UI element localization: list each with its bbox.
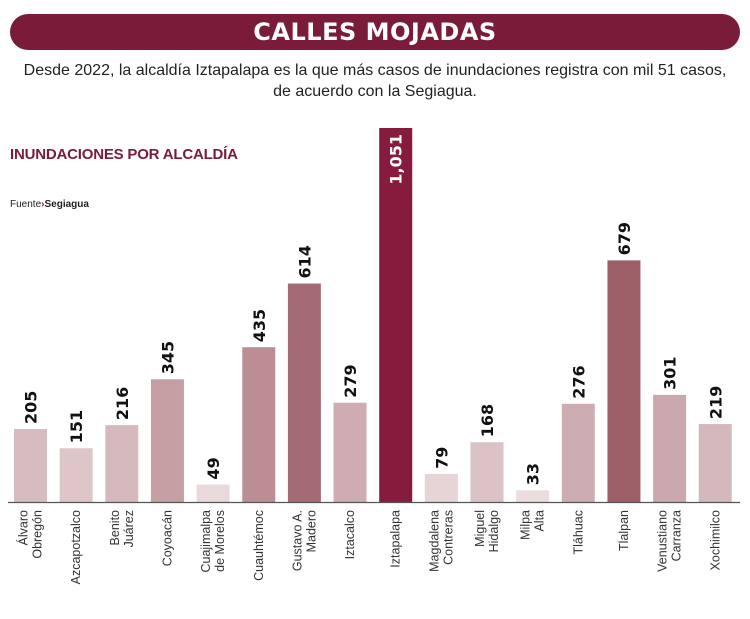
bar: [105, 425, 139, 502]
data-label: 49: [204, 457, 223, 479]
category-label: Cuauhtémoc: [252, 510, 266, 581]
data-label: 301: [661, 356, 680, 389]
bar: [516, 490, 550, 502]
category-label: Tlalpan: [617, 510, 631, 551]
bar: [242, 347, 276, 502]
bar: [607, 260, 641, 502]
chart-title: INUNDACIONES POR ALCALDÍA: [10, 146, 238, 163]
category-label: BenitoJuárez: [108, 510, 136, 548]
category-label: MilpaAlta: [519, 510, 547, 540]
bar: [150, 379, 184, 502]
category-label: Iztapalapa: [389, 510, 403, 568]
data-label: 345: [158, 341, 177, 374]
data-label: 1,051: [387, 134, 406, 185]
arrow-icon: ›: [41, 199, 45, 210]
category-label: Cuajimalpade Morelos: [199, 510, 227, 573]
data-label: 614: [295, 245, 314, 278]
bar: [14, 429, 47, 502]
data-label: 33: [524, 463, 543, 485]
data-label: 151: [67, 410, 86, 443]
bar: [424, 473, 458, 502]
data-label: 219: [706, 386, 725, 419]
category-label: Xochimilco: [708, 510, 722, 570]
bar: [470, 442, 504, 502]
data-label: 168: [478, 404, 497, 437]
category-label: Iztacalco: [343, 510, 357, 559]
bar: [333, 402, 367, 502]
data-label: 279: [341, 364, 360, 397]
data-label: 679: [615, 222, 634, 255]
data-label: 216: [113, 387, 132, 420]
category-label: Tláhuac: [571, 510, 585, 554]
banner-title: CALLES MOJADAS: [10, 14, 740, 50]
data-label: 205: [22, 391, 41, 424]
category-label: ÁlvaroObregón: [16, 510, 45, 559]
category-label: MiguelHidalgo: [473, 510, 501, 552]
source-label: Fuente: [10, 199, 42, 210]
subtitle: Desde 2022, la alcaldía Iztapalapa es la…: [23, 62, 727, 100]
category-label: Gustavo A.Madero: [290, 510, 318, 571]
category-label: VenustianoCarranza: [656, 510, 684, 572]
bar: [653, 394, 687, 502]
bar: [379, 128, 413, 502]
category-label: Azcapotzalco: [69, 510, 83, 584]
bar: [287, 283, 321, 502]
data-label: 435: [250, 309, 269, 342]
bar: [698, 424, 732, 502]
source-name: Segiagua: [44, 199, 89, 210]
bar: [561, 403, 595, 502]
bar: [196, 484, 230, 502]
category-label: Coyoacán: [160, 510, 174, 566]
category-label: MagdalenaContreras: [427, 510, 455, 572]
data-label: 276: [569, 365, 588, 398]
bar: [59, 448, 93, 502]
data-label: 79: [432, 447, 451, 469]
source-note: Fuente›Segiagua: [10, 199, 89, 210]
